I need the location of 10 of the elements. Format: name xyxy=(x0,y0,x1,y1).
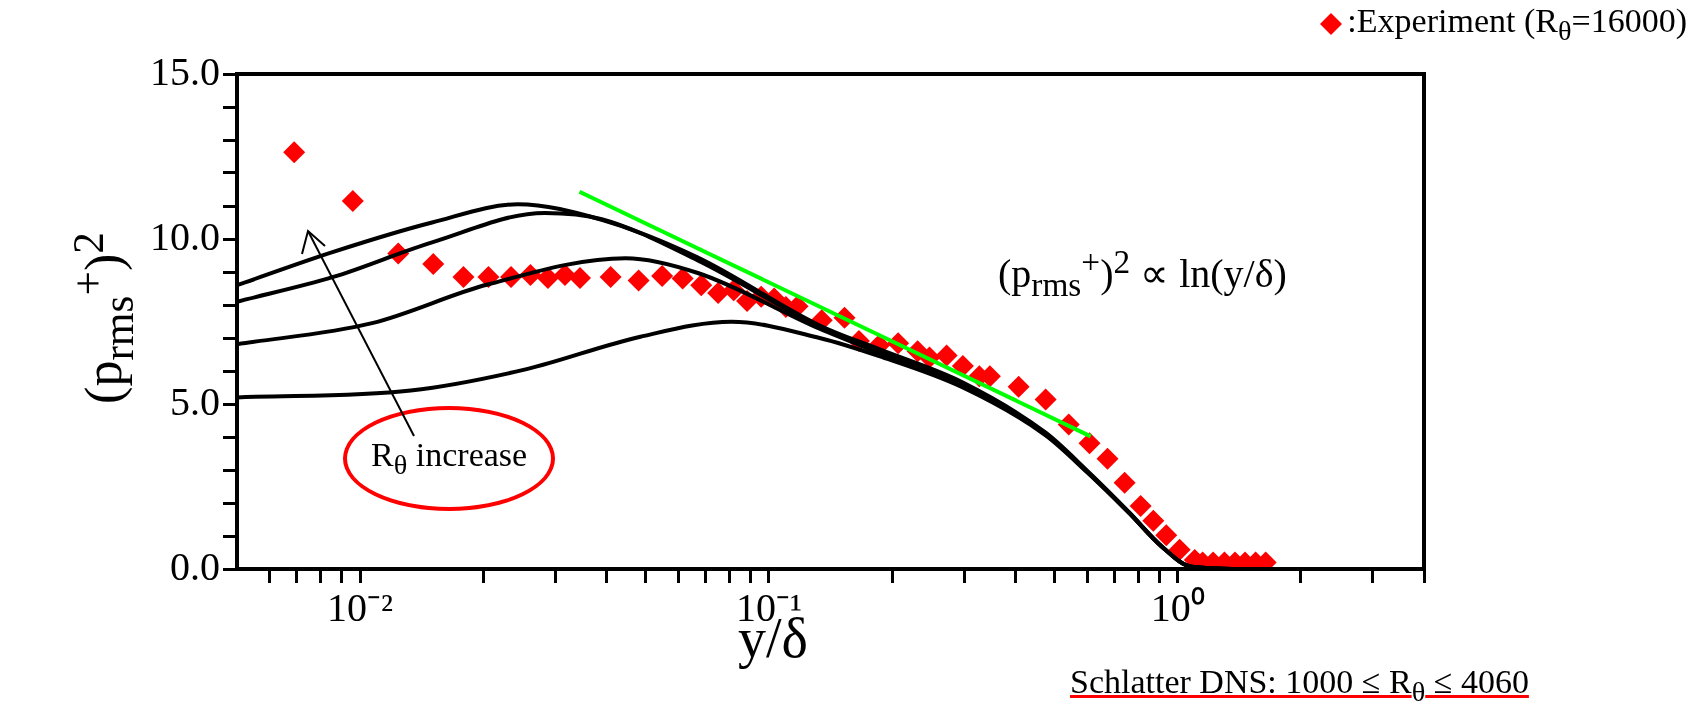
y-tick-label: 5.0 xyxy=(170,378,220,424)
legend-label: :Experiment (R$_{θ}$=16000) xyxy=(1347,2,1687,47)
y-tick-label: 15.0 xyxy=(150,48,220,94)
annotation: R$_{θ}$ increase xyxy=(371,436,528,480)
x-tick-label: 10⁻² xyxy=(327,584,394,630)
y-tick-label: 10.0 xyxy=(150,213,220,259)
y-tick-label: 0.0 xyxy=(170,543,220,589)
text: Schlatter DNS: 1000 ≤ R$_{θ}$ ≤ 4060 xyxy=(1070,663,1529,707)
annotation: (p$_{rms}$$^{+}$)$^{2}$ ∝ ln(y/δ) xyxy=(998,243,1287,304)
x-tick-label: 10⁰ xyxy=(1150,584,1205,630)
